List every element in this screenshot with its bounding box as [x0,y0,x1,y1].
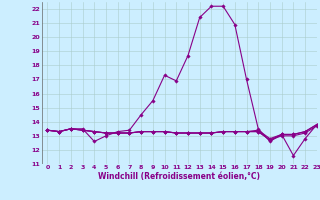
X-axis label: Windchill (Refroidissement éolien,°C): Windchill (Refroidissement éolien,°C) [98,172,260,181]
